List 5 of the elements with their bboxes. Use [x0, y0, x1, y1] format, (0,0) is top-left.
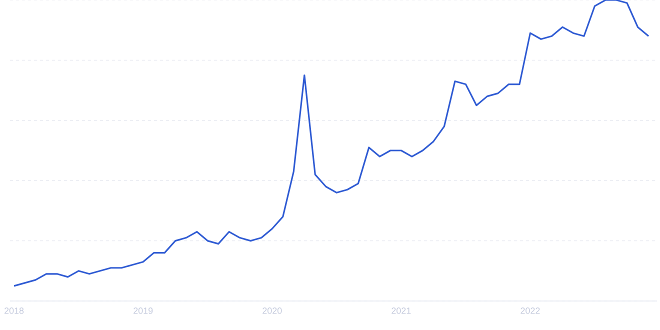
x-tick-label: 2020 — [262, 308, 282, 314]
x-tick-label: 2021 — [392, 308, 411, 314]
x-tick-label: 2018 — [4, 308, 24, 314]
x-tick-label: 2019 — [134, 308, 153, 314]
x-tick-label: 2022 — [520, 308, 540, 314]
